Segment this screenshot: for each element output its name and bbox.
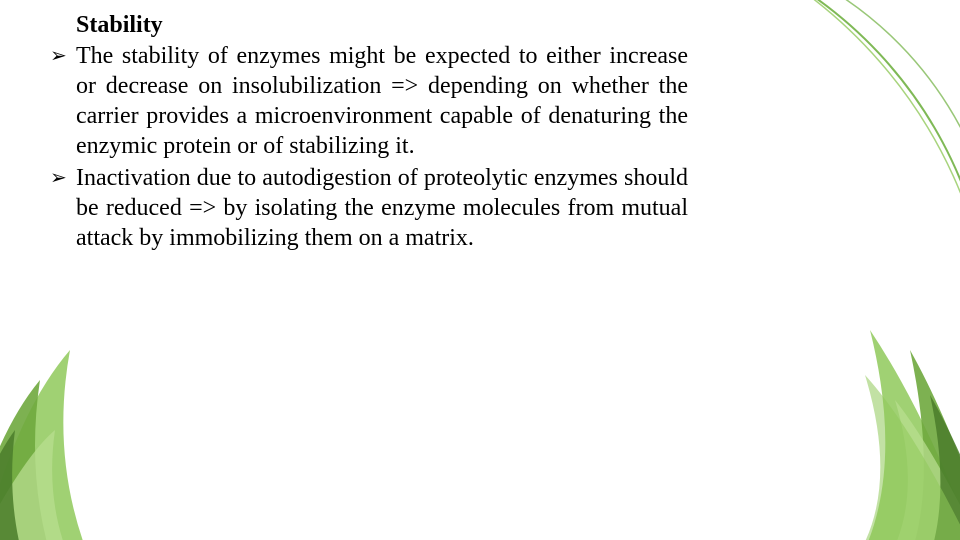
bullet-marker-icon: ➢ <box>48 163 76 193</box>
content-area: Stability ➢ The stability of enzymes mig… <box>48 12 688 255</box>
bullet-text: The stability of enzymes might be expect… <box>76 41 688 161</box>
bullet-marker-icon: ➢ <box>48 41 76 71</box>
bullet-item: ➢ Inactivation due to autodigestion of p… <box>48 163 688 253</box>
slide: Stability ➢ The stability of enzymes mig… <box>0 0 960 540</box>
slide-heading: Stability <box>76 12 688 39</box>
bullet-item: ➢ The stability of enzymes might be expe… <box>48 41 688 161</box>
bullet-text: Inactivation due to autodigestion of pro… <box>76 163 688 253</box>
